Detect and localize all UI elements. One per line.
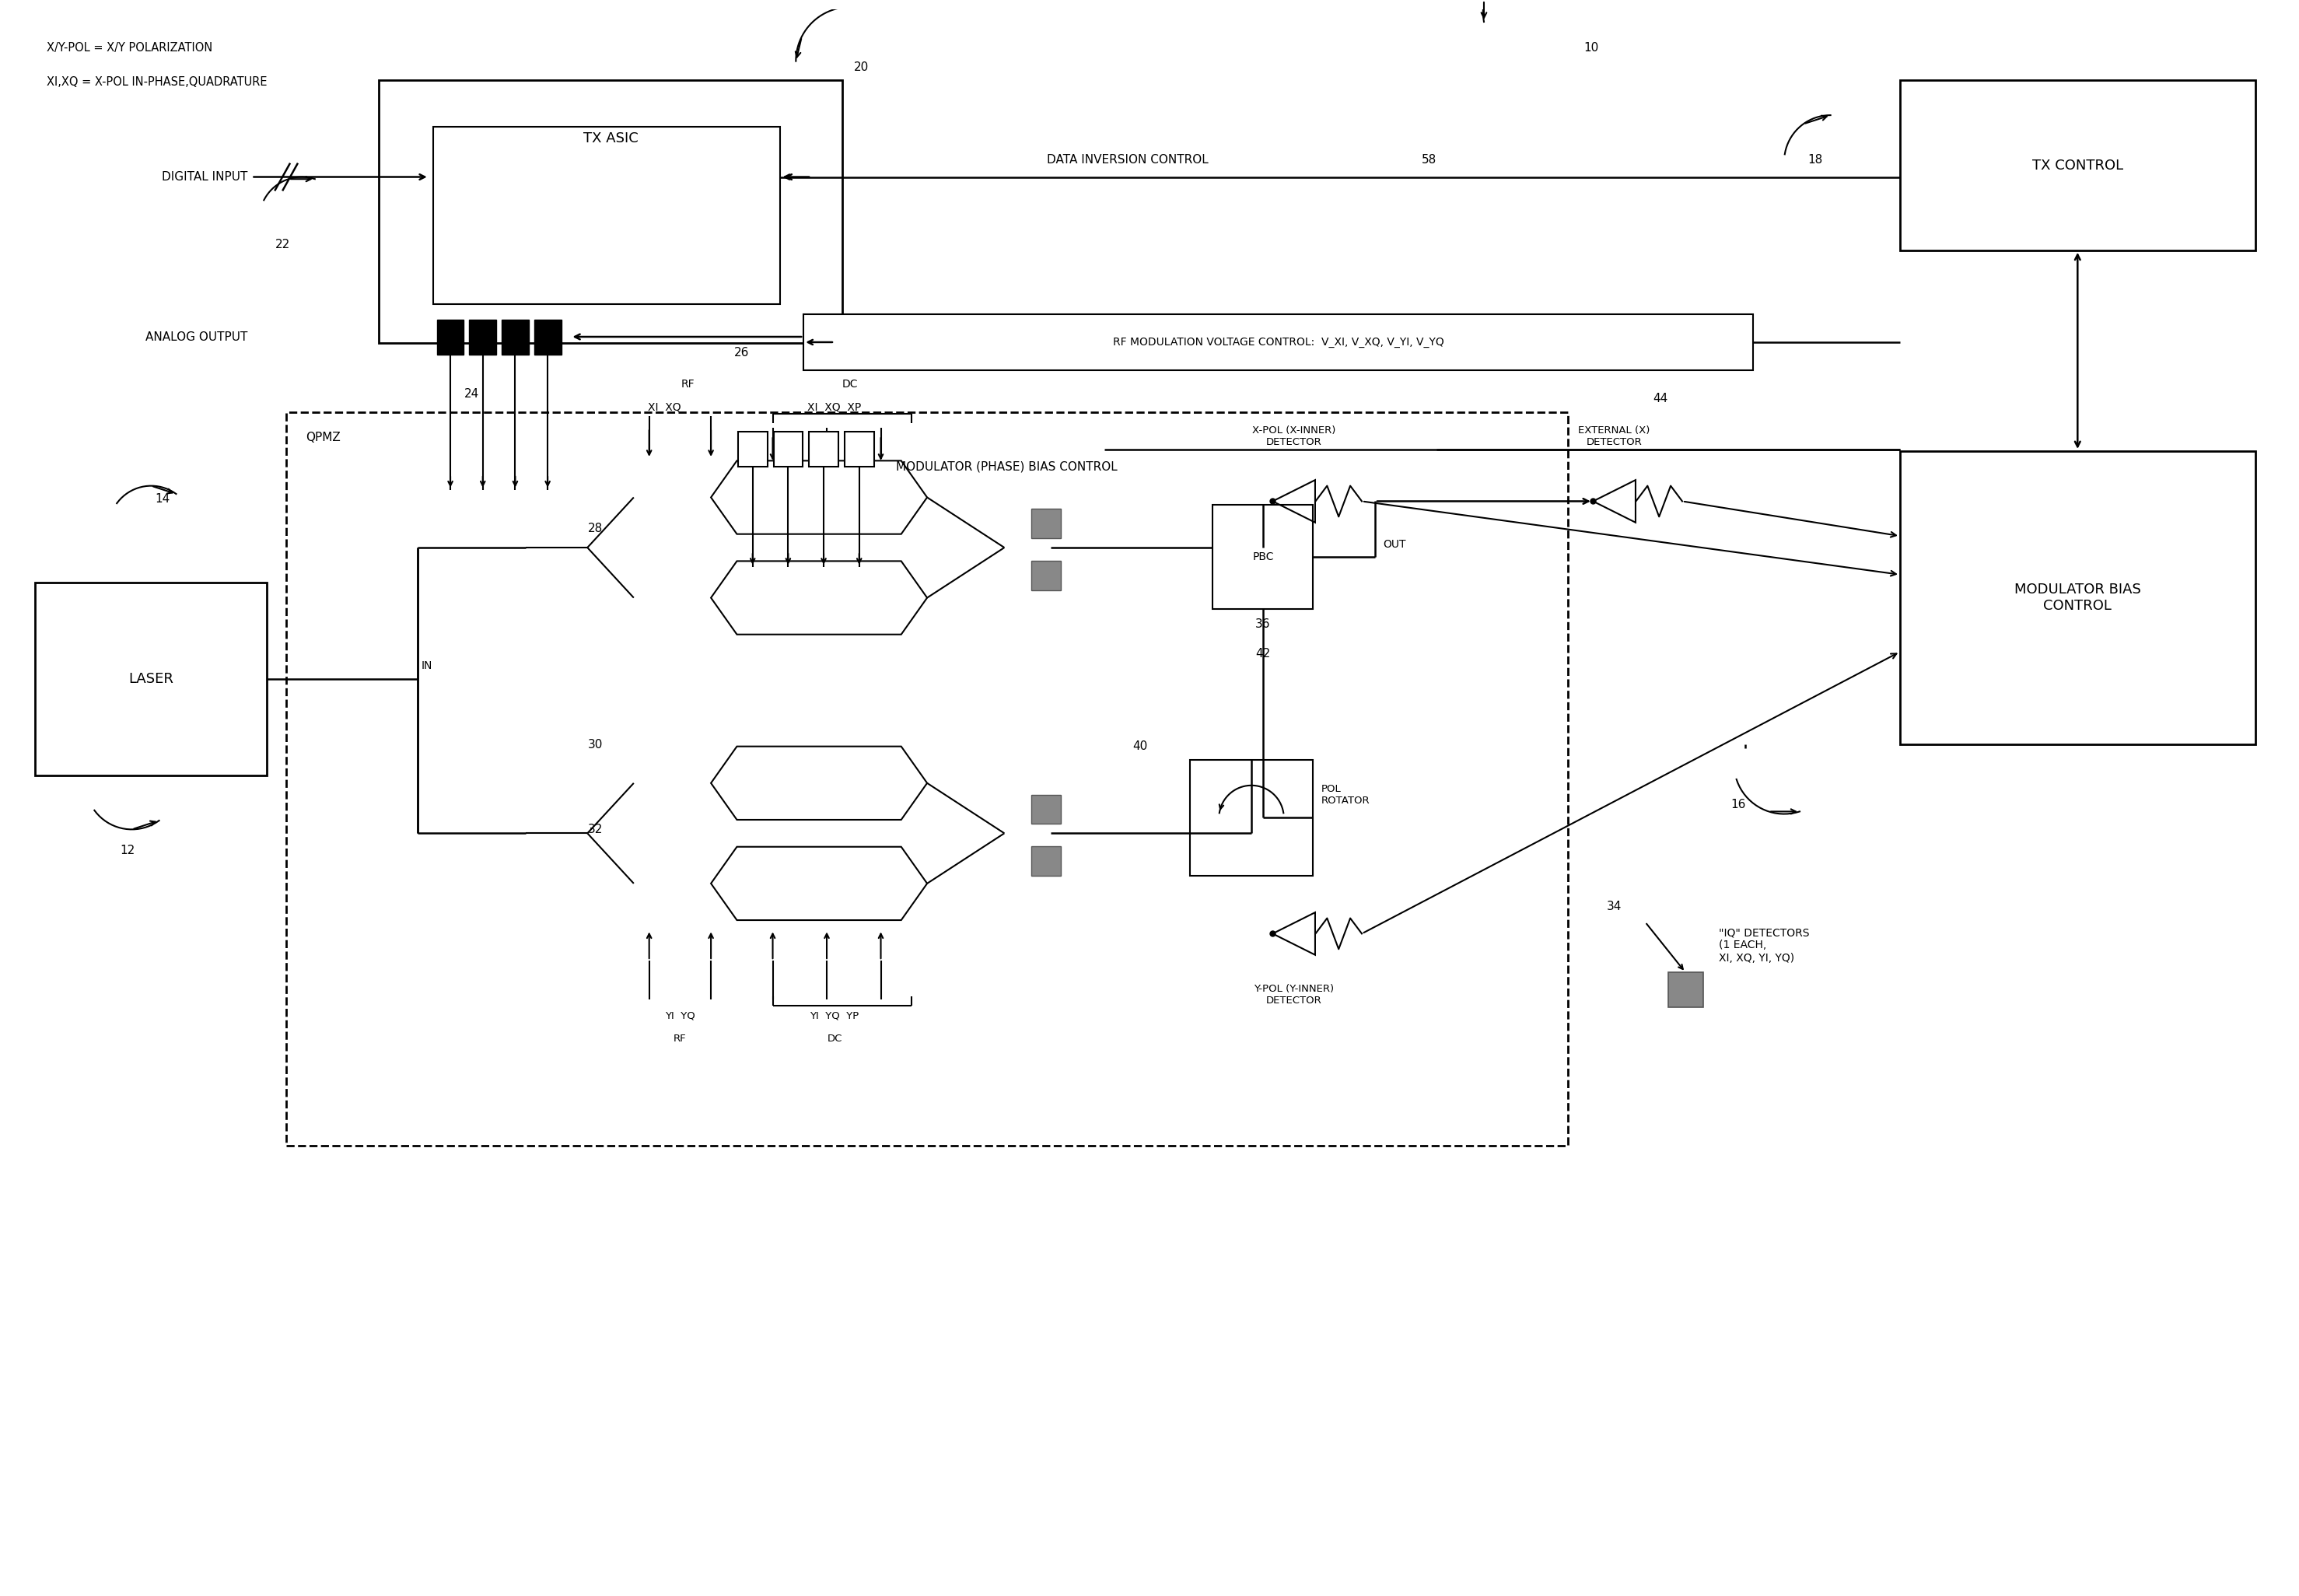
Text: DC: DC (828, 1034, 841, 1044)
Text: RF: RF (674, 1034, 687, 1044)
Text: EXTERNAL (X)
DETECTOR: EXTERNAL (X) DETECTOR (1579, 426, 1651, 447)
Text: MODULATOR (PHASE) BIAS CONTROL: MODULATOR (PHASE) BIAS CONTROL (897, 461, 1117, 472)
Text: 22: 22 (276, 239, 290, 251)
Bar (844, 433, 874, 466)
Bar (809, 433, 839, 466)
Text: 10: 10 (1584, 41, 1598, 54)
Text: "IQ" DETECTORS
(1 EACH,
XI, XQ, YI, YQ): "IQ" DETECTORS (1 EACH, XI, XQ, YI, YQ) (1720, 927, 1809, 964)
Text: LASER: LASER (129, 672, 175, 686)
Bar (1899, 452, 2255, 744)
Text: 42: 42 (1255, 648, 1271, 659)
Text: OUT: OUT (1382, 538, 1405, 549)
Text: 44: 44 (1653, 393, 1667, 405)
Text: 36: 36 (1255, 619, 1271, 630)
Bar (1189, 760, 1313, 876)
Text: DIGITAL INPUT: DIGITAL INPUT (161, 171, 248, 184)
Text: QPMZ: QPMZ (306, 433, 340, 444)
Text: TX ASIC: TX ASIC (584, 131, 639, 145)
Bar (1032, 509, 1060, 538)
Bar (1032, 795, 1060, 824)
Text: RF MODULATION VOLTAGE CONTROL:  V_XI, V_XQ, V_YI, V_YQ: RF MODULATION VOLTAGE CONTROL: V_XI, V_X… (1113, 337, 1444, 348)
Text: 58: 58 (1421, 153, 1437, 166)
Text: 34: 34 (1607, 900, 1621, 913)
Text: ANALOG OUTPUT: ANALOG OUTPUT (145, 330, 248, 343)
Bar (805, 314, 1754, 370)
Text: TX CONTROL: TX CONTROL (2032, 158, 2122, 172)
Bar (738, 433, 768, 466)
Bar (469, 319, 497, 354)
Text: 12: 12 (120, 844, 136, 857)
Bar (501, 319, 529, 354)
Text: 40: 40 (1131, 741, 1147, 752)
Text: XI,XQ = X-POL IN-PHASE,QUADRATURE: XI,XQ = X-POL IN-PHASE,QUADRATURE (46, 77, 267, 88)
Text: PBC: PBC (1253, 552, 1274, 563)
Text: YI  YQ  YP: YI YQ YP (809, 1010, 860, 1021)
Text: 28: 28 (589, 522, 602, 535)
Text: YI  YQ: YI YQ (664, 1010, 694, 1021)
Text: XI  XQ  XP: XI XQ XP (807, 402, 862, 412)
Text: 14: 14 (154, 493, 170, 504)
Text: MODULATOR BIAS
CONTROL: MODULATOR BIAS CONTROL (2014, 583, 2140, 613)
Text: DATA INVERSION CONTROL: DATA INVERSION CONTROL (1046, 153, 1209, 166)
Bar (1032, 846, 1060, 876)
Text: XI  XQ: XI XQ (648, 402, 681, 412)
Text: X-POL (X-INNER)
DETECTOR: X-POL (X-INNER) DETECTOR (1253, 426, 1336, 447)
Text: RF: RF (681, 378, 694, 389)
Text: POL
ROTATOR: POL ROTATOR (1322, 784, 1370, 806)
Text: X/Y-POL = X/Y POLARIZATION: X/Y-POL = X/Y POLARIZATION (46, 41, 214, 54)
Bar (533, 319, 561, 354)
Bar (437, 319, 464, 354)
Bar (1669, 972, 1704, 1007)
Text: IN: IN (421, 661, 432, 672)
Bar (1032, 560, 1060, 591)
Bar (432, 126, 779, 305)
Text: 18: 18 (1807, 153, 1823, 166)
Text: 16: 16 (1731, 798, 1745, 811)
Bar (1899, 80, 2255, 251)
Bar (772, 433, 802, 466)
Bar (1214, 504, 1313, 610)
Text: 24: 24 (464, 388, 478, 399)
Text: 26: 26 (733, 346, 749, 359)
Bar (34, 583, 267, 776)
Text: 20: 20 (853, 61, 869, 73)
Text: 32: 32 (589, 824, 602, 835)
Bar (287, 412, 1568, 1146)
Text: 30: 30 (589, 739, 602, 750)
Bar (379, 80, 841, 343)
Text: Y-POL (Y-INNER)
DETECTOR: Y-POL (Y-INNER) DETECTOR (1253, 983, 1333, 1005)
Text: DC: DC (841, 378, 858, 389)
